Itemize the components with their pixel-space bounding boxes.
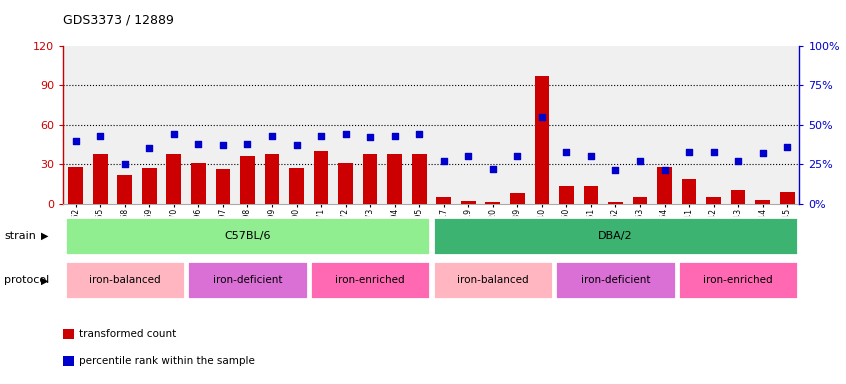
Point bbox=[657, 167, 671, 174]
Bar bbox=[63, 356, 74, 366]
Point bbox=[289, 142, 303, 148]
Text: iron-enriched: iron-enriched bbox=[335, 275, 405, 285]
Text: ▶: ▶ bbox=[41, 231, 48, 241]
Bar bbox=[363, 154, 377, 204]
Text: C57BL/6: C57BL/6 bbox=[224, 231, 271, 241]
Bar bbox=[608, 202, 623, 204]
Bar bbox=[412, 154, 426, 204]
Point bbox=[118, 161, 131, 167]
Point bbox=[608, 167, 622, 174]
Bar bbox=[510, 193, 525, 204]
Point bbox=[510, 153, 524, 159]
Point bbox=[584, 153, 597, 159]
Bar bbox=[63, 329, 74, 339]
Point bbox=[437, 158, 450, 164]
Text: percentile rank within the sample: percentile rank within the sample bbox=[79, 356, 255, 366]
Point bbox=[142, 146, 156, 152]
Bar bbox=[265, 154, 279, 204]
Bar bbox=[142, 168, 157, 204]
Bar bbox=[240, 156, 255, 204]
Text: strain: strain bbox=[4, 231, 36, 241]
Text: GDS3373 / 12889: GDS3373 / 12889 bbox=[63, 14, 174, 27]
Bar bbox=[432, 217, 799, 255]
Bar bbox=[535, 76, 549, 204]
Bar bbox=[678, 261, 799, 300]
Bar bbox=[167, 154, 181, 204]
Bar bbox=[69, 167, 83, 204]
Bar bbox=[64, 261, 185, 300]
Bar bbox=[437, 197, 451, 204]
Text: iron-balanced: iron-balanced bbox=[457, 275, 529, 285]
Text: ▶: ▶ bbox=[41, 275, 48, 285]
Text: iron-balanced: iron-balanced bbox=[89, 275, 161, 285]
Point bbox=[265, 133, 278, 139]
Point bbox=[216, 142, 229, 148]
Point bbox=[461, 153, 475, 159]
Point bbox=[486, 166, 499, 172]
Point bbox=[755, 150, 769, 156]
Text: DBA/2: DBA/2 bbox=[598, 231, 633, 241]
Bar bbox=[118, 175, 132, 204]
Bar bbox=[780, 192, 794, 204]
Text: protocol: protocol bbox=[4, 275, 49, 285]
Point bbox=[167, 131, 180, 137]
Bar bbox=[310, 261, 431, 300]
Bar bbox=[387, 154, 402, 204]
Point bbox=[338, 131, 352, 137]
Point bbox=[93, 133, 107, 139]
Bar bbox=[584, 187, 598, 204]
Bar bbox=[338, 163, 353, 204]
Bar bbox=[657, 167, 672, 204]
Point bbox=[412, 131, 426, 137]
Bar bbox=[633, 197, 647, 204]
Bar bbox=[187, 261, 308, 300]
Point bbox=[682, 149, 695, 155]
Bar bbox=[289, 168, 304, 204]
Point bbox=[191, 141, 205, 147]
Point bbox=[535, 114, 548, 120]
Text: iron-enriched: iron-enriched bbox=[703, 275, 773, 285]
Point bbox=[633, 158, 646, 164]
Text: transformed count: transformed count bbox=[79, 329, 176, 339]
Point bbox=[387, 133, 401, 139]
Point bbox=[363, 134, 376, 141]
Bar bbox=[555, 261, 676, 300]
Bar bbox=[682, 179, 696, 204]
Point bbox=[559, 149, 573, 155]
Bar bbox=[559, 187, 574, 204]
Bar bbox=[432, 261, 553, 300]
Point bbox=[314, 133, 327, 139]
Bar bbox=[755, 200, 770, 204]
Point bbox=[69, 137, 82, 144]
Point bbox=[240, 141, 254, 147]
Bar bbox=[706, 197, 721, 204]
Text: iron-deficient: iron-deficient bbox=[580, 275, 651, 285]
Bar bbox=[461, 201, 475, 204]
Bar bbox=[731, 190, 745, 204]
Bar bbox=[93, 154, 107, 204]
Bar bbox=[216, 169, 230, 204]
Point bbox=[731, 158, 744, 164]
Bar bbox=[191, 163, 206, 204]
Bar bbox=[64, 217, 431, 255]
Bar bbox=[486, 202, 500, 204]
Point bbox=[780, 144, 794, 150]
Point bbox=[706, 149, 720, 155]
Bar bbox=[314, 151, 328, 204]
Text: iron-deficient: iron-deficient bbox=[212, 275, 283, 285]
